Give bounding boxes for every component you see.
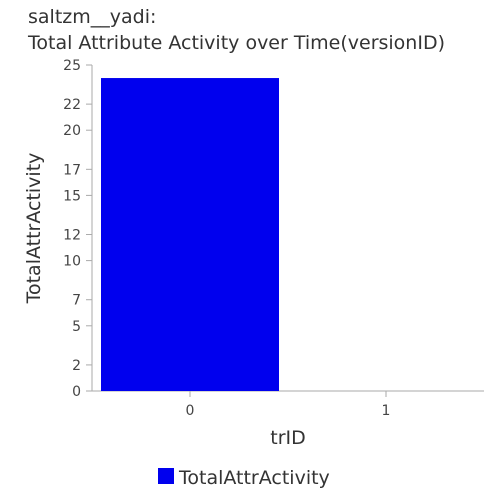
x-tick-label: 0: [186, 403, 195, 419]
y-tick-label: 2: [72, 358, 81, 374]
chart-subtitle: Total Attribute Activity over Time(versi…: [28, 32, 445, 54]
legend-swatch: [158, 468, 174, 484]
legend: TotalAttrActivity: [158, 467, 330, 489]
y-tick-label: 0: [72, 384, 81, 400]
bar-0: [101, 78, 279, 391]
y-tick-label: 22: [63, 97, 81, 113]
y-tick-label: 12: [63, 228, 81, 244]
y-tick-label: 10: [63, 254, 81, 270]
legend-label: TotalAttrActivity: [178, 467, 330, 489]
y-tick-label: 17: [63, 162, 81, 178]
y-tick-label: 20: [63, 123, 81, 139]
y-tick-label: 5: [72, 319, 81, 335]
chart-title: saltzm__yadi:: [28, 6, 157, 28]
y-tick-label: 25: [63, 58, 81, 74]
bars: [101, 78, 279, 391]
y-tick-label: 15: [63, 188, 81, 204]
y-tick-label: 7: [72, 293, 81, 309]
x-axis-label: trID: [270, 427, 306, 449]
y-axis-label: TotalAttrActivity: [23, 153, 45, 305]
x-tick-label: 1: [382, 403, 391, 419]
